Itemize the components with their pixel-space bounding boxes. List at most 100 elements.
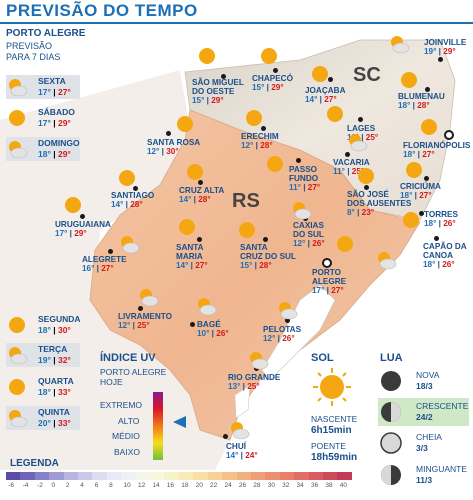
- legend-swatch: [322, 472, 338, 480]
- forecast-city: PORTO ALEGRE: [6, 28, 86, 39]
- city-joacaba: JOAÇABA 14° | 27°: [305, 86, 346, 104]
- day-row-segunda: SEGUNDA 18° | 30°: [6, 313, 81, 337]
- legend-value: 24: [224, 482, 232, 489]
- city-dot: [133, 186, 138, 191]
- legend-swatch: [250, 472, 266, 480]
- day-max: 29°: [57, 118, 71, 128]
- title-underline: [0, 22, 473, 24]
- city-erechim: ERECHIM 12° | 28°: [241, 132, 279, 150]
- city-porto-alegre: PORTO ALEGRE 17° | 27°: [312, 268, 347, 295]
- sun-title: SOL: [311, 352, 334, 364]
- city-dot: [80, 214, 85, 219]
- city-dot: [419, 211, 424, 216]
- city-chapeco: CHAPECÓ 15° | 29°: [252, 74, 293, 92]
- day-min: 18°: [38, 387, 51, 397]
- day-row-sexta: SEXTA 17° | 27°: [6, 75, 80, 99]
- partly-cloudy-icon: [9, 79, 28, 97]
- legend-swatch: [294, 472, 309, 480]
- moon-phase-nova: NOVA 18/3: [378, 367, 469, 395]
- sun-icon: [9, 110, 25, 126]
- new-moon-icon: [381, 371, 401, 391]
- city-criciuma: CRICIÚMA 18° | 27°: [400, 182, 441, 200]
- city-dot: [345, 152, 350, 157]
- partly-cloudy-icon: [198, 298, 217, 316]
- city-blumenau: BLUMENAU 18° | 28°: [398, 92, 445, 110]
- legend-value: 22: [210, 482, 218, 489]
- page-title: PREVISÃO DO TEMPO: [6, 1, 198, 20]
- city-cruz-alta: CRUZ ALTA 14° | 28°: [179, 186, 225, 204]
- legend-value: 30: [267, 482, 275, 489]
- legend-value: 20: [195, 482, 203, 489]
- legend-value: 32: [282, 482, 290, 489]
- day-name: SEXTA: [38, 76, 66, 86]
- legend-swatch: [92, 472, 107, 480]
- legend-value: 28: [253, 482, 261, 489]
- uv-subtitle-2: HOJE: [100, 377, 123, 387]
- day-max: 33°: [57, 418, 71, 428]
- moon-phase-name: CRESCENTE: [416, 401, 469, 411]
- sunset-time: 18h59min: [311, 452, 358, 463]
- legend-value: 34: [296, 482, 304, 489]
- sun-icon: [327, 106, 343, 122]
- city-dot: [190, 322, 195, 327]
- legend-swatch: [49, 472, 64, 480]
- sun-icon: [65, 197, 81, 213]
- legend-swatch: [34, 472, 50, 480]
- sun-icon: [179, 219, 195, 235]
- day-name: QUARTA: [38, 376, 74, 386]
- city-dot: [166, 131, 171, 136]
- city-dot: [273, 68, 278, 73]
- state-label-sc: SC: [353, 64, 381, 86]
- legend-swatch: [222, 472, 237, 480]
- moon-phase-crescente: CRESCENTE 24/2: [378, 398, 469, 426]
- forecast-subtitle-2: PARA 7 DIAS: [6, 52, 61, 62]
- day-min: 20°: [38, 418, 51, 428]
- legend-value: 36: [310, 482, 319, 489]
- partly-cloudy-icon: [9, 410, 28, 428]
- city-dot: [358, 117, 363, 122]
- day-max: 33°: [57, 387, 71, 397]
- first-quarter-moon-icon: [381, 402, 401, 422]
- uv-level-baixo: BAIXO: [114, 447, 140, 457]
- city-dot: [424, 176, 429, 181]
- sun-icon: [403, 212, 419, 228]
- partly-cloudy-icon: [121, 236, 140, 254]
- last-quarter-moon-icon: [381, 465, 401, 485]
- day-row-domingo: DOMINGO 18° | 29°: [6, 137, 80, 161]
- legend-swatch: [308, 472, 323, 480]
- capital-marker: [444, 130, 454, 140]
- day-name: SÁBADO: [38, 107, 75, 117]
- day-min: 17°: [38, 87, 51, 97]
- city-florianopolis: FLORIANÓPOLIS 18° | 27°: [403, 141, 471, 159]
- moon-phase-date: 24/2: [416, 412, 433, 422]
- legend-value: 10: [123, 482, 131, 489]
- partly-cloudy-icon: [378, 252, 397, 270]
- city-dot: [221, 74, 226, 79]
- day-row-quinta: QUINTA 20° | 33°: [6, 406, 80, 430]
- city-sao-jose-dos-ausentes: SÃO JOSÉ DOS AUSENTES 8° | 23°: [347, 190, 412, 217]
- forecast-subtitle-1: PREVISÃO: [6, 41, 53, 51]
- uv-title: ÍNDICE UV: [100, 352, 156, 364]
- moon-phase-cheia: CHEIA 3/3: [378, 429, 469, 457]
- moon-phase-name: NOVA: [416, 370, 440, 380]
- city-santiago: SANTIAGO 14° | 28°: [111, 191, 155, 209]
- city-dot: [438, 57, 443, 62]
- city-dot: [197, 237, 202, 242]
- partly-cloudy-icon: [9, 347, 28, 365]
- city-dot: [285, 318, 290, 323]
- day-name: TERÇA: [38, 344, 68, 354]
- sun-icon: [119, 170, 135, 186]
- city-torres: TORRES 18° | 26°: [424, 210, 458, 228]
- legend-value: 4: [80, 482, 84, 489]
- partly-cloudy-icon: [250, 352, 269, 370]
- legend-swatch: [236, 472, 251, 480]
- sun-icon: [267, 156, 283, 172]
- city-passo-fundo: PASSO FUNDO 11° | 27°: [289, 165, 321, 192]
- state-label-rs: RS: [232, 190, 260, 212]
- partly-cloudy-icon: [279, 302, 298, 320]
- day-row-sabado: SÁBADO 17° | 29°: [6, 106, 80, 130]
- uv-subtitle-1: PORTO ALEGRE: [100, 367, 167, 377]
- city-capao-da-canoa: CAPÃO DA CANOA 18° | 26°: [423, 242, 467, 269]
- legend-swatch: [279, 472, 295, 480]
- day-max: 32°: [57, 355, 71, 365]
